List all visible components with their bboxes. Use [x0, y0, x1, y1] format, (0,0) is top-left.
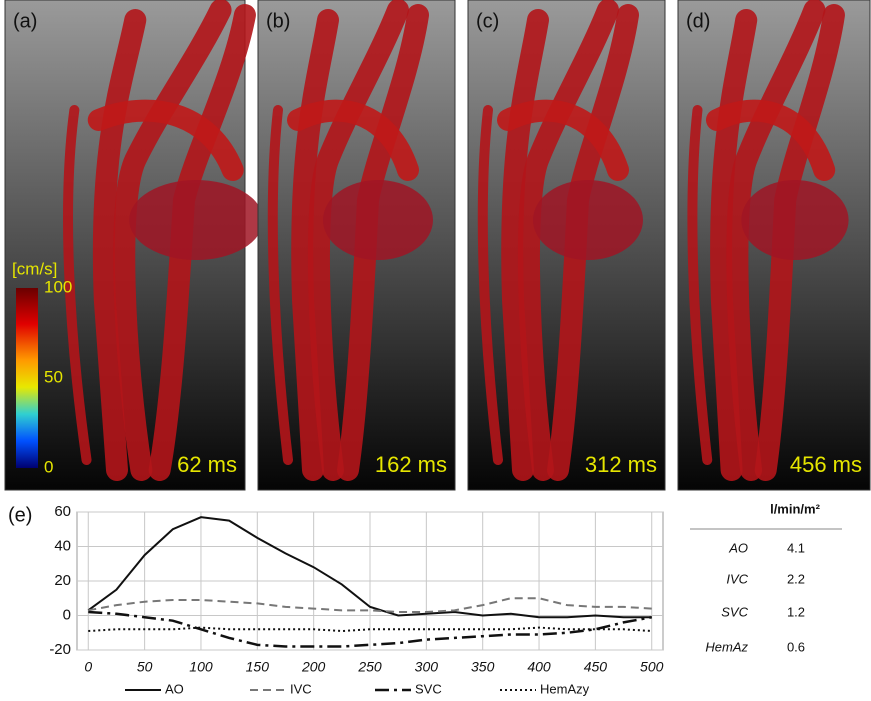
x-tick-label: 150: [246, 659, 270, 675]
x-tick-label: 200: [301, 659, 326, 675]
image-panel: (d) 456 ms: [677, 0, 871, 491]
vessel: [267, 105, 293, 465]
y-tick-label: 40: [54, 537, 71, 554]
vessel: [705, 99, 836, 181]
x-tick-label: 0: [84, 659, 92, 675]
panel-label: (b): [266, 10, 290, 32]
time-label: 312 ms: [585, 452, 657, 477]
y-tick-label: 20: [54, 572, 71, 589]
table-row-value: 1.2: [787, 604, 805, 619]
table-row-name: SVC: [721, 604, 748, 619]
vessel: [477, 105, 503, 465]
vessel: [113, 0, 232, 481]
table-row-value: 0.6: [787, 639, 805, 654]
data-line: [87, 516, 652, 619]
data-line: [88, 597, 652, 614]
colorbar-tick-label: 0: [44, 457, 53, 476]
vessel: [287, 99, 419, 181]
vessel: [517, 0, 619, 481]
x-tick-label: 450: [584, 659, 608, 675]
vessel: [726, 0, 826, 481]
vessel: [497, 99, 629, 181]
time-label: 456 ms: [790, 452, 862, 477]
table-row-name: HemAz: [705, 639, 748, 654]
x-tick-label: 50: [137, 659, 153, 675]
x-tick-label: 250: [357, 659, 382, 675]
colorbar-tick-label: 50: [44, 367, 63, 386]
vessel: [501, 9, 549, 481]
panel-label: (c): [476, 10, 499, 32]
image-panel: (b) 162 ms: [257, 0, 456, 491]
image-panel: (c) 312 ms: [467, 0, 666, 491]
legend-label: HemAzy: [540, 681, 590, 696]
panel-label: (e): [8, 504, 32, 526]
panel-label: (d): [686, 10, 710, 32]
x-tick-label: 400: [527, 659, 551, 675]
x-tick-label: 500: [640, 659, 664, 675]
legend-label: IVC: [290, 681, 312, 696]
vessel: [63, 105, 92, 465]
vessel: [307, 0, 409, 481]
panel-label: (a): [13, 10, 37, 32]
x-tick-label: 350: [471, 659, 495, 675]
data-line: [88, 626, 652, 633]
colorbar: [16, 288, 38, 468]
x-tick-label: 100: [189, 659, 213, 675]
y-tick-label: -20: [49, 641, 71, 658]
heart: [129, 180, 264, 260]
y-tick-label: 60: [54, 503, 71, 520]
data-line: [88, 610, 652, 648]
vessel: [710, 9, 758, 481]
heart: [741, 180, 849, 260]
vessel: [92, 9, 147, 481]
legend-label: AO: [165, 681, 184, 696]
table-row-value: 4.1: [787, 540, 805, 555]
heart: [533, 180, 643, 260]
heart: [323, 180, 433, 260]
colorbar-tick-label: 100: [44, 277, 72, 296]
table-row-name: AO: [728, 540, 748, 555]
table-row-name: IVC: [726, 571, 748, 586]
table-header: l/min/m²: [770, 501, 821, 516]
colorbar-label: [cm/s]: [12, 259, 57, 278]
image-panel: (a) 62 ms: [4, 0, 264, 491]
vessel: [291, 9, 339, 481]
y-tick-label: 0: [63, 606, 71, 623]
vessel: [87, 99, 244, 181]
legend-label: SVC: [415, 681, 442, 696]
table-row-value: 2.2: [787, 571, 805, 586]
x-tick-label: 300: [415, 659, 439, 675]
time-label: 62 ms: [177, 452, 237, 477]
time-label: 162 ms: [375, 452, 447, 477]
vessel: [687, 105, 713, 465]
